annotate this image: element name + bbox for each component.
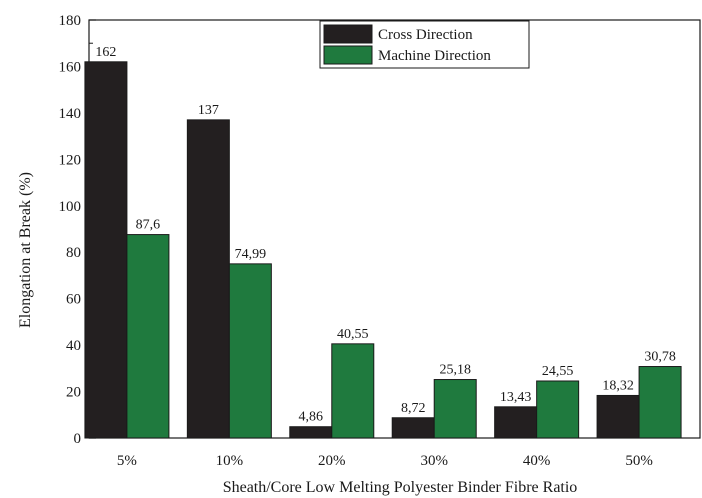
bar xyxy=(186,119,230,439)
bar xyxy=(391,417,435,439)
data-label: 30,78 xyxy=(644,350,676,365)
x-tick-label: 5% xyxy=(117,453,137,469)
x-tick-label: 10% xyxy=(216,453,244,469)
x-tick-label: 40% xyxy=(523,453,551,469)
bar xyxy=(289,426,333,439)
data-label: 74,99 xyxy=(235,247,267,262)
y-tick-label: 140 xyxy=(59,106,82,122)
y-tick-label: 0 xyxy=(74,431,82,447)
y-tick-label: 80 xyxy=(66,245,81,261)
bar xyxy=(228,263,272,439)
legend-label: Machine Direction xyxy=(378,48,491,64)
legend-swatch xyxy=(323,45,373,65)
data-label: 8,72 xyxy=(401,401,426,416)
bar xyxy=(331,343,375,439)
data-label: 24,55 xyxy=(542,364,574,379)
bar xyxy=(126,234,170,439)
bar xyxy=(638,366,682,439)
x-tick-label: 50% xyxy=(625,453,653,469)
bar xyxy=(433,379,477,439)
plot-frame xyxy=(88,19,701,439)
data-label: 87,6 xyxy=(136,218,161,233)
data-label: 162 xyxy=(95,45,116,60)
legend: Cross Direction Machine Direction xyxy=(319,20,530,69)
data-label: 137 xyxy=(198,103,219,118)
y-tick-label: 120 xyxy=(59,152,82,168)
y-tick-label: 20 xyxy=(66,385,81,401)
data-label: 25,18 xyxy=(439,363,471,378)
data-label: 13,43 xyxy=(500,390,532,405)
y-tick-label: 160 xyxy=(59,59,82,75)
legend-label: Cross Direction xyxy=(378,27,473,43)
y-tick-label: 100 xyxy=(59,199,82,215)
y-tick-label: 180 xyxy=(59,13,82,29)
y-tick-label: 60 xyxy=(66,292,81,308)
data-label: 4,86 xyxy=(299,410,324,425)
bar xyxy=(596,394,640,439)
x-tick-label: 20% xyxy=(318,453,346,469)
bars xyxy=(84,61,682,439)
data-label: 40,55 xyxy=(337,327,369,342)
x-tick-label: 30% xyxy=(420,453,448,469)
data-labels: 162 87,6 137 74,99 4,86 40,55 8,72 25,18 13,43 24… xyxy=(95,45,675,425)
bar xyxy=(494,406,538,439)
y-tick-label: 40 xyxy=(66,338,81,354)
legend-swatch xyxy=(323,24,373,44)
bar xyxy=(84,61,128,439)
bar xyxy=(536,380,580,439)
data-label: 18,32 xyxy=(602,378,634,393)
y-axis-title: Elongation at Break (%) xyxy=(17,172,34,328)
x-axis-title: Sheath/Core Low Melting Polyester Binder… xyxy=(223,479,578,496)
